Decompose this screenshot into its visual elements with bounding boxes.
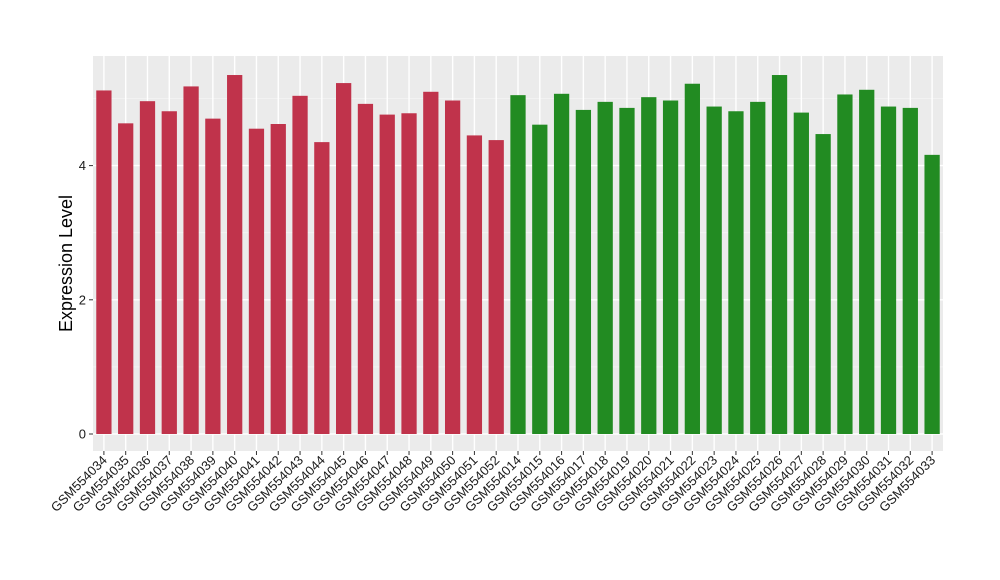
bar-GSM554050 bbox=[444, 100, 461, 434]
bar-GSM554022 bbox=[684, 83, 700, 435]
bar-GSM554029 bbox=[837, 94, 853, 434]
y-tick-label: 4 bbox=[79, 158, 86, 173]
bar-GSM554020 bbox=[641, 97, 657, 434]
bar-GSM554026 bbox=[771, 75, 788, 435]
x-axis: GSM554034GSM554035GSM554036GSM554037GSM5… bbox=[48, 451, 938, 515]
bar-GSM554023 bbox=[706, 106, 722, 435]
bar-GSM554030 bbox=[859, 89, 875, 434]
bar-GSM554028 bbox=[815, 134, 831, 434]
bar-GSM554019 bbox=[619, 107, 635, 434]
bar-GSM554033 bbox=[924, 154, 940, 435]
bar-GSM554038 bbox=[183, 86, 199, 435]
bar-GSM554045 bbox=[336, 83, 352, 434]
bar-GSM554034 bbox=[96, 90, 112, 434]
bar-GSM554052 bbox=[488, 140, 504, 434]
bar-GSM554024 bbox=[728, 111, 744, 434]
bar-GSM554017 bbox=[575, 109, 592, 434]
bar-GSM554040 bbox=[227, 75, 243, 435]
bar-GSM554031 bbox=[880, 106, 897, 435]
bar-GSM554049 bbox=[423, 91, 439, 434]
bar-GSM554041 bbox=[248, 128, 265, 434]
bar-GSM554014 bbox=[510, 95, 526, 435]
bar-GSM554047 bbox=[379, 114, 395, 434]
bar-GSM554042 bbox=[270, 124, 286, 434]
bar-GSM554025 bbox=[750, 101, 766, 435]
bar-GSM554035 bbox=[118, 123, 134, 434]
bar-GSM554036 bbox=[139, 101, 156, 435]
bar-GSM554043 bbox=[292, 95, 308, 434]
bar-GSM554039 bbox=[205, 118, 221, 434]
bar-GSM554048 bbox=[401, 113, 417, 434]
bar-GSM554027 bbox=[793, 112, 809, 434]
bar-GSM554046 bbox=[357, 103, 374, 435]
y-axis: 0 2 4 bbox=[79, 158, 93, 442]
bar-GSM554016 bbox=[553, 93, 570, 435]
bars bbox=[96, 75, 940, 435]
bar-GSM554037 bbox=[161, 111, 177, 434]
bar-GSM554018 bbox=[597, 101, 613, 435]
bar-GSM554044 bbox=[314, 142, 330, 434]
bar-GSM554051 bbox=[466, 135, 483, 434]
y-tick-label: 2 bbox=[79, 292, 86, 307]
bar-GSM554021 bbox=[662, 100, 679, 434]
bar-GSM554032 bbox=[902, 107, 918, 434]
y-axis-title: Expression Level bbox=[56, 195, 76, 332]
bar-GSM554015 bbox=[532, 124, 548, 435]
y-tick-label: 0 bbox=[79, 427, 86, 442]
